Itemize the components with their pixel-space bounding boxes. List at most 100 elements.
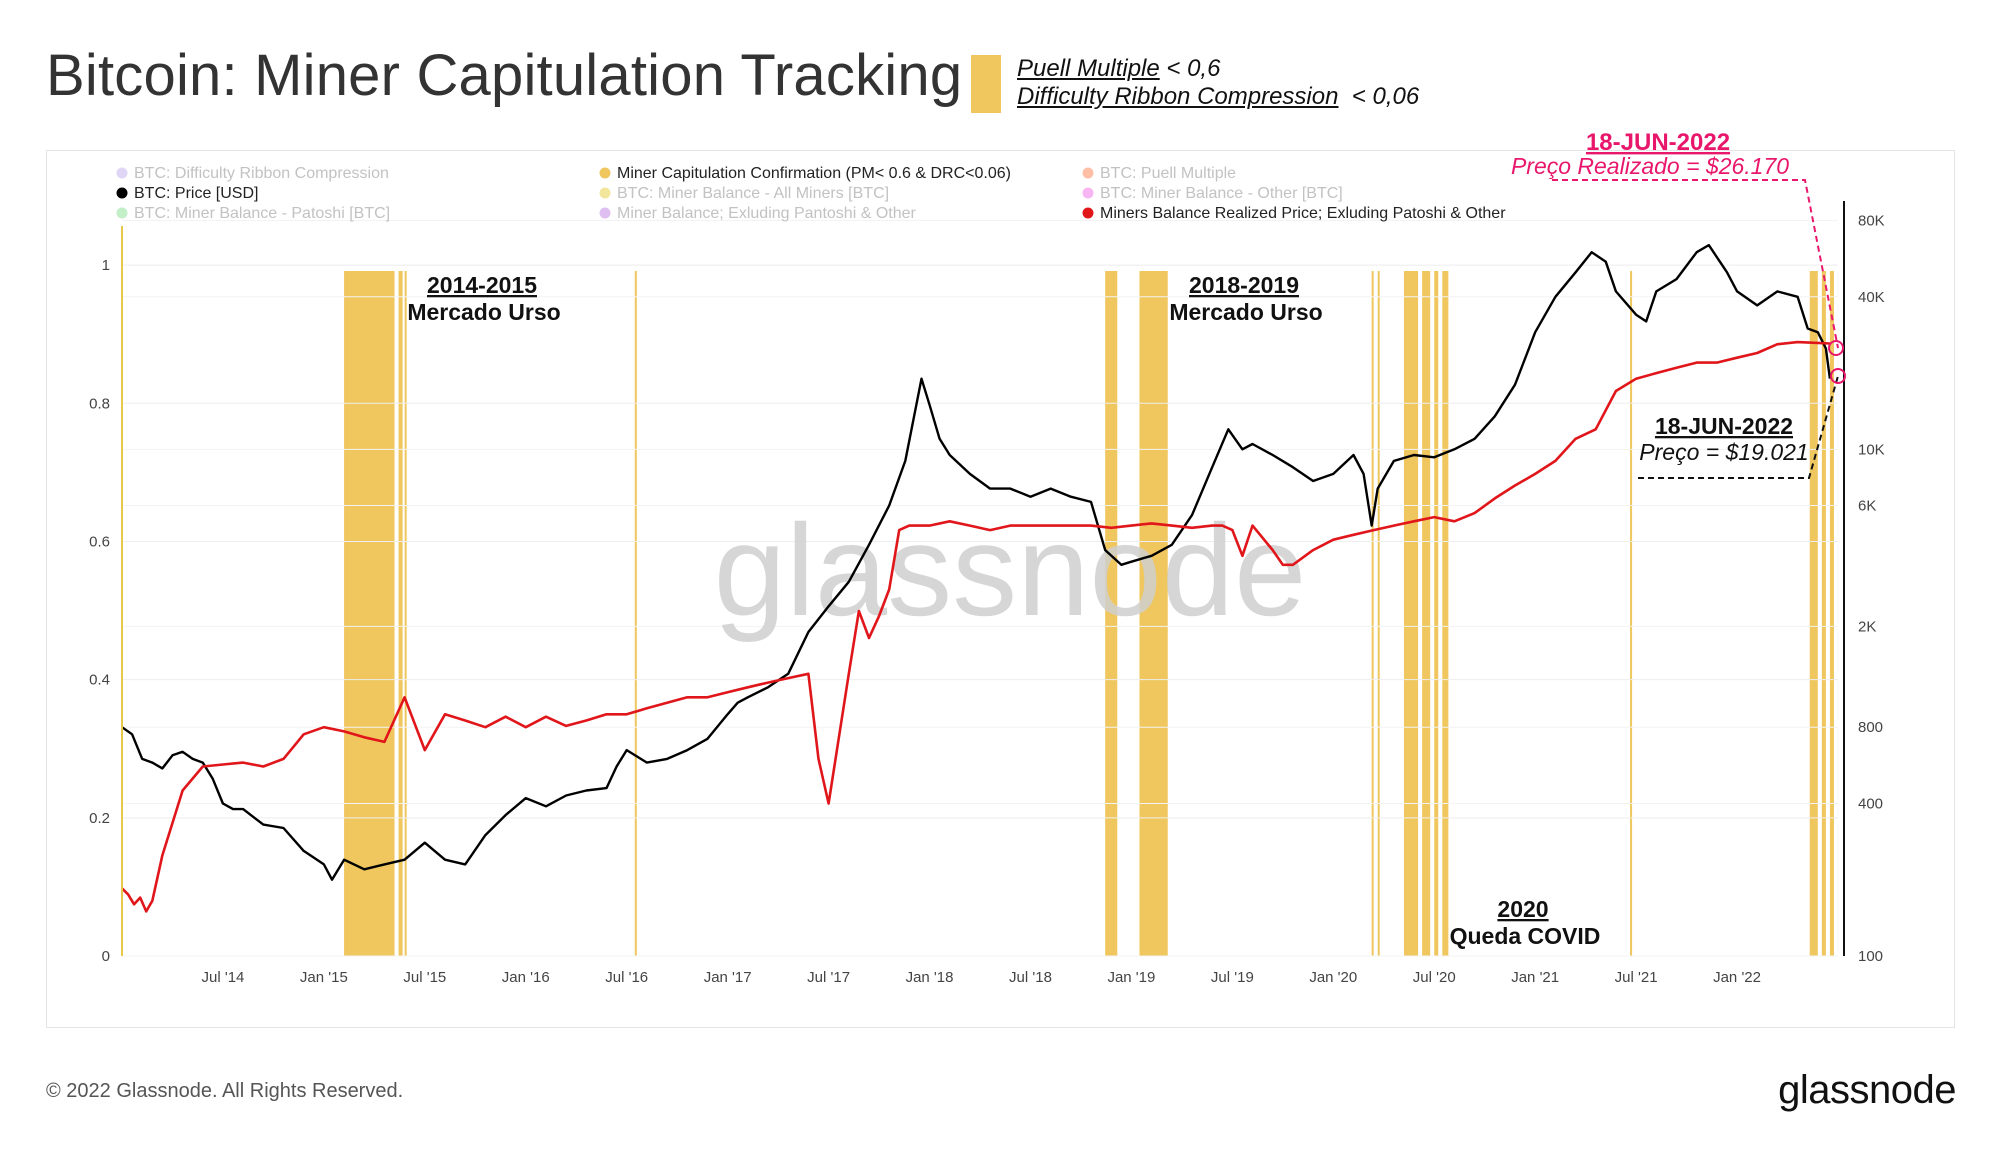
right-axis-tick-label: 400	[1858, 795, 1883, 812]
x-axis-tick-label: Jul '18	[1009, 969, 1052, 986]
legend-marker	[116, 167, 128, 179]
x-axis-tick-label: Jan '15	[300, 969, 348, 986]
capitulation-band	[1377, 271, 1380, 956]
realized-callout-marker	[1828, 340, 1844, 356]
page-title: Bitcoin: Miner Capitulation Tracking	[46, 43, 963, 108]
capitulation-band	[1105, 271, 1118, 956]
legend-marker	[1082, 207, 1094, 219]
x-axis-tick-label: Jul '14	[201, 969, 244, 986]
right-axis-tick-label: 100	[1858, 948, 1883, 965]
price-series-line	[121, 243, 1832, 881]
capitulation-band	[1434, 271, 1439, 956]
legend-marker	[116, 207, 128, 219]
realized-callout-leader	[1552, 179, 1839, 349]
left-axis-tick-label: 0.8	[89, 395, 110, 412]
condition-puell: Puell Multiple < 0,6	[1017, 55, 1220, 83]
x-axis-tick-label: Jan '21	[1511, 969, 1559, 986]
legend-marker	[599, 187, 611, 199]
condition-puell-rule: < 0,6	[1159, 55, 1221, 82]
x-axis-tick-label: Jul '19	[1211, 969, 1254, 986]
left-axis-tick-label: 0.2	[89, 810, 110, 827]
axes: 0 0.2 0.4 0.6 0.8 1 100 400 800 2K 6K 10K 40K 80K Jul …	[89, 201, 1885, 986]
condition-difficulty-metric: Difficulty Ribbon Compression	[1017, 83, 1339, 110]
price-callout-leader	[1638, 375, 1839, 479]
x-axis-tick-label: Jul '16	[605, 969, 648, 986]
capitulation-band	[398, 271, 403, 956]
series-lines	[121, 243, 1832, 913]
chart-frame	[46, 150, 1955, 1028]
annotation-covid-label: Queda COVID	[1450, 923, 1601, 949]
legend-entry-label: Miners Balance Realized Price; Exluding …	[1100, 205, 1506, 222]
capitulation-band	[1139, 271, 1168, 956]
watermark: glassnode	[714, 497, 1307, 643]
capitulation-band	[1371, 271, 1374, 956]
x-axis-tick-label: Jul '17	[807, 969, 850, 986]
annotation-bear-2014-year: 2014-2015	[427, 272, 537, 298]
price-callout-marker	[1830, 368, 1846, 384]
legend-entry-label: Miner Capitulation Confirmation (PM< 0.6…	[617, 165, 1011, 182]
price-callout-date: 18-JUN-2022	[1655, 413, 1793, 439]
legend-entry-label: BTC: Puell Multiple	[1100, 165, 1236, 182]
capitulation-band	[344, 271, 395, 956]
x-axis-tick-label: Jul '21	[1615, 969, 1658, 986]
condition-difficulty: Difficulty Ribbon Compression < 0,06	[1017, 83, 1419, 111]
annotation-bear-2014-label: Mercado Urso	[407, 299, 560, 325]
annotations: 2014-2015 Mercado Urso 2018-2019 Mercado…	[407, 129, 1846, 949]
x-axis-tick-label: Jan '19	[1107, 969, 1155, 986]
capitulation-band	[1442, 271, 1449, 956]
left-axis-tick-label: 0	[102, 948, 110, 965]
right-axis-tick-label: 80K	[1858, 213, 1885, 230]
legend-entry-label: BTC: Miner Balance - Other [BTC]	[1100, 185, 1343, 202]
x-axis-tick-label: Jul '20	[1413, 969, 1456, 986]
legend-entry-label: BTC: Price [USD]	[134, 185, 258, 202]
capitulation-legend-swatch	[971, 55, 1001, 113]
condition-puell-metric: Puell Multiple	[1017, 55, 1160, 82]
annotation-covid-year: 2020	[1497, 896, 1548, 922]
copyright-footer: © 2022 Glassnode. All Rights Reserved.	[46, 1080, 404, 1102]
capitulation-band	[1809, 271, 1818, 956]
legend-marker	[116, 187, 128, 199]
annotation-bear-2018-year: 2018-2019	[1189, 272, 1299, 298]
left-axis-tick-label: 0.4	[89, 672, 110, 689]
price-callout-text: Preço = $19.021	[1639, 439, 1808, 465]
right-axis-tick-label: 10K	[1858, 441, 1885, 458]
legend-entry-label: BTC: Miner Balance - All Miners [BTC]	[617, 185, 889, 202]
realized-callout-text: Preço Realizado = $26.170	[1511, 153, 1789, 179]
capitulation-band	[1630, 271, 1633, 956]
legend-marker	[599, 207, 611, 219]
condition-difficulty-rule: < 0,06	[1338, 83, 1420, 110]
capitulation-band	[634, 271, 637, 956]
capitulation-band	[1821, 271, 1826, 956]
x-axis-tick-label: Jul '15	[403, 969, 446, 986]
brand-logo: glassnode	[1778, 1068, 1956, 1112]
realized-callout-date: 18-JUN-2022	[1586, 129, 1730, 156]
legend-marker	[1082, 187, 1094, 199]
x-axis-tick-label: Jan '22	[1713, 969, 1761, 986]
legend-entry-label: BTC: Miner Balance - Patoshi [BTC]	[134, 205, 390, 222]
x-axis-tick-label: Jan '20	[1309, 969, 1357, 986]
right-axis-tick-label: 800	[1858, 719, 1883, 736]
legend-marker	[1082, 167, 1094, 179]
left-axis-tick-label: 1	[102, 257, 110, 274]
capitulation-band	[1829, 271, 1834, 956]
x-axis-tick-label: Jan '18	[906, 969, 954, 986]
x-axis-tick-label: Jan '16	[502, 969, 550, 986]
legend: BTC: Difficulty Ribbon Compression Miner …	[116, 165, 1506, 222]
capitulation-band	[404, 271, 407, 956]
capitulation-bands	[344, 271, 1834, 956]
capitulation-band	[1422, 271, 1431, 956]
x-axis-tick-label: Jan '17	[704, 969, 752, 986]
left-axis-tick-label: 0.6	[89, 533, 110, 550]
right-axis-tick-label: 2K	[1858, 618, 1876, 635]
realized-price-series-line	[121, 340, 1830, 913]
legend-entry-label: Miner Balance; Exluding Pantoshi & Other	[617, 205, 917, 222]
legend-marker	[599, 167, 611, 179]
right-axis-tick-label: 6K	[1858, 498, 1876, 515]
grid-lines	[122, 220, 1838, 957]
right-axis-tick-label: 40K	[1858, 289, 1885, 306]
annotation-bear-2018-label: Mercado Urso	[1169, 299, 1322, 325]
capitulation-band	[1403, 271, 1419, 956]
legend-entry-label: BTC: Difficulty Ribbon Compression	[134, 165, 389, 182]
